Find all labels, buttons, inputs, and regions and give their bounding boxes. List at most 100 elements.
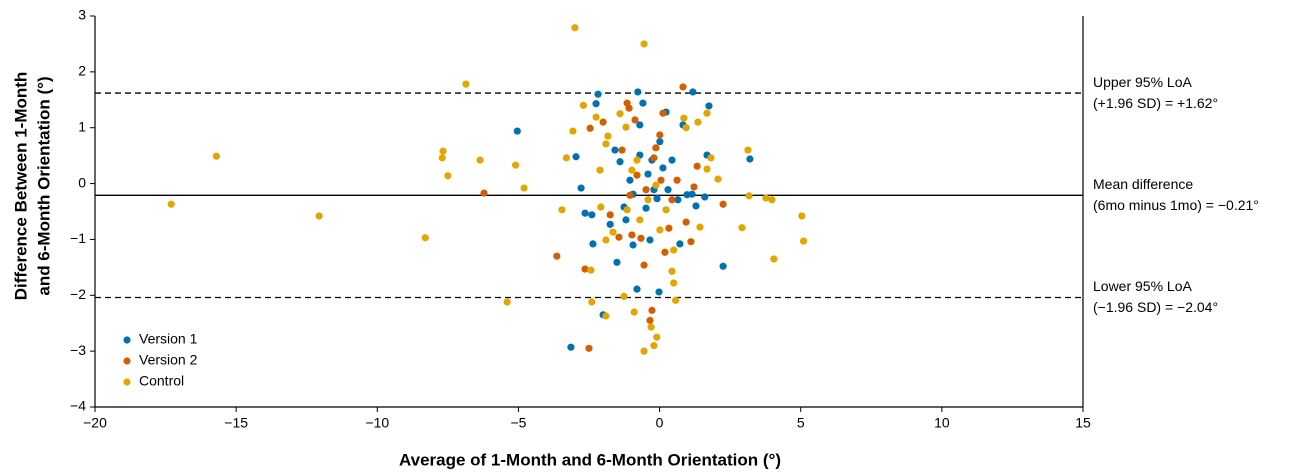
x-axis-title: Average of 1-Month and 6-Month Orientati… <box>399 450 781 469</box>
point <box>652 144 660 152</box>
point <box>770 255 778 263</box>
point <box>480 189 488 197</box>
y-tick-label: 2 <box>78 63 86 79</box>
point <box>462 80 470 88</box>
point <box>679 83 687 91</box>
point <box>653 195 661 203</box>
point <box>606 211 614 219</box>
point <box>438 154 446 162</box>
point <box>745 192 753 200</box>
point <box>689 88 697 96</box>
point <box>592 100 600 108</box>
x-tick-label: 0 <box>656 415 664 431</box>
point <box>642 186 650 194</box>
reference-label: (−1.96 SD) = −2.04° <box>1093 299 1218 315</box>
point <box>594 90 602 98</box>
point <box>611 146 619 154</box>
point <box>674 196 682 204</box>
legend-label: Version 1 <box>139 331 198 347</box>
point <box>746 155 754 163</box>
x-tick-label: −20 <box>83 415 107 431</box>
point <box>577 184 585 192</box>
point <box>581 265 589 273</box>
point <box>744 146 752 154</box>
point <box>687 238 695 246</box>
point <box>629 241 637 249</box>
y-tick-label: 3 <box>78 7 86 23</box>
point <box>668 156 676 164</box>
point <box>606 220 614 228</box>
point <box>636 121 644 129</box>
point <box>567 343 575 351</box>
y-tick-label: −2 <box>70 286 86 302</box>
y-axis-title: Difference Between 1-Month and 6-Month O… <box>11 72 53 301</box>
point <box>553 252 561 260</box>
point <box>588 211 596 219</box>
point <box>588 298 596 306</box>
point <box>703 109 711 117</box>
point <box>597 203 605 211</box>
point <box>615 233 623 241</box>
point <box>633 156 641 164</box>
point <box>315 212 323 220</box>
point <box>738 224 746 232</box>
point <box>665 224 673 232</box>
point <box>439 147 447 155</box>
point <box>692 202 700 210</box>
legend-marker <box>123 357 131 365</box>
point <box>688 190 696 198</box>
point <box>719 262 727 270</box>
point <box>653 333 661 341</box>
point <box>672 296 680 304</box>
point <box>693 162 701 170</box>
point <box>673 176 681 184</box>
point <box>167 200 175 208</box>
point <box>592 113 600 121</box>
point <box>648 306 656 314</box>
point <box>609 228 617 236</box>
point <box>444 172 452 180</box>
point <box>587 266 595 274</box>
legend-label: Version 2 <box>139 352 198 368</box>
point <box>616 110 624 118</box>
point <box>661 248 669 256</box>
point <box>636 216 644 224</box>
point <box>714 175 722 183</box>
point <box>618 146 626 154</box>
x-tick-label: 5 <box>797 415 805 431</box>
point <box>602 312 610 320</box>
point <box>650 154 658 162</box>
point <box>676 240 684 248</box>
point <box>581 209 589 217</box>
point <box>768 196 776 204</box>
point <box>630 308 638 316</box>
point <box>696 223 704 231</box>
legend-marker <box>123 336 131 344</box>
point <box>647 323 655 331</box>
point <box>682 124 690 132</box>
point <box>657 176 665 184</box>
point <box>644 170 652 178</box>
x-tick-label: −10 <box>365 415 389 431</box>
point <box>690 183 698 191</box>
point <box>562 154 571 162</box>
point <box>659 164 667 172</box>
point <box>646 316 654 325</box>
point <box>513 127 521 135</box>
point <box>656 138 664 146</box>
point <box>656 131 664 139</box>
point <box>569 127 577 135</box>
point <box>701 193 709 201</box>
point <box>589 240 597 248</box>
y-tick-label: 0 <box>78 174 86 190</box>
point <box>503 298 511 306</box>
point <box>604 132 612 140</box>
point <box>670 279 678 287</box>
point <box>622 123 630 131</box>
point <box>639 99 647 107</box>
point <box>571 24 579 32</box>
point <box>623 206 631 214</box>
point <box>625 104 633 112</box>
point <box>640 261 648 269</box>
point <box>602 140 610 148</box>
